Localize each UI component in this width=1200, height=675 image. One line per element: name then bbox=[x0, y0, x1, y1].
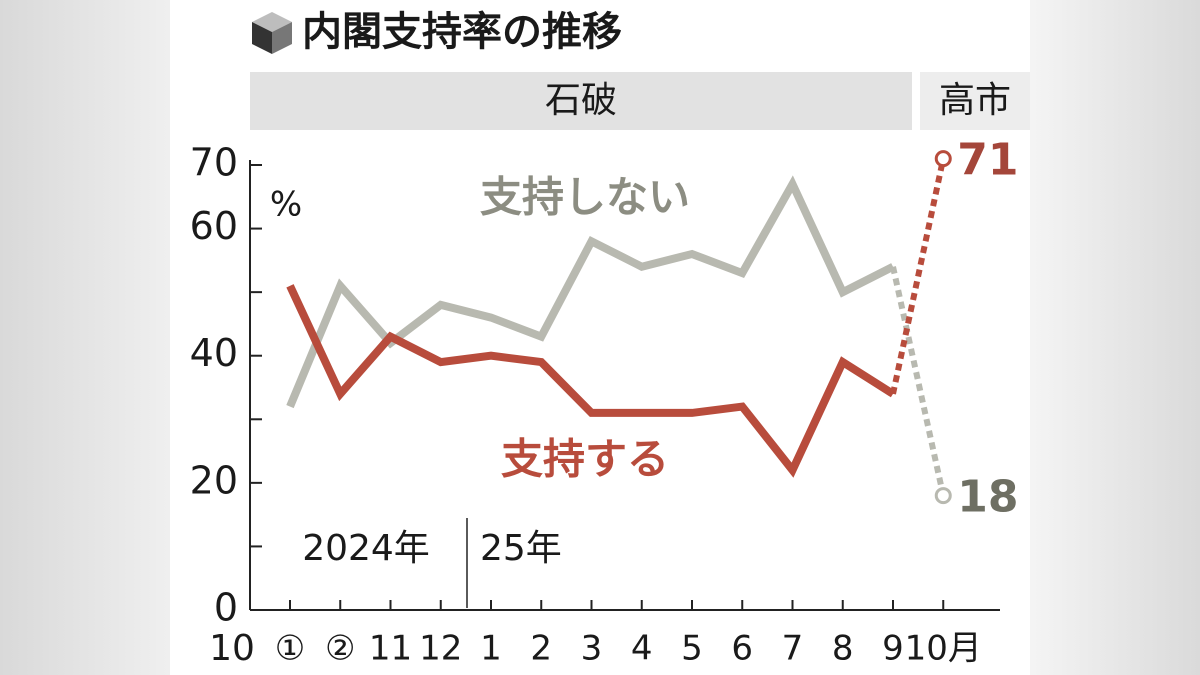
x-tick-label: 7 bbox=[782, 629, 804, 669]
end-marker bbox=[934, 150, 952, 168]
end-marker bbox=[934, 487, 952, 505]
x-tick-label: 6 bbox=[731, 629, 753, 669]
year-label: 2024年 bbox=[302, 528, 430, 569]
x-tick-label: 4 bbox=[631, 629, 653, 669]
x-tick-label: 5 bbox=[681, 629, 703, 669]
period-label: 石破 bbox=[545, 80, 617, 121]
x-tick-label: 12 bbox=[419, 629, 462, 669]
series-name: 支持しない bbox=[480, 173, 690, 222]
x-tick-label: 10月 bbox=[905, 629, 982, 669]
x-tick-label: 3 bbox=[581, 629, 603, 669]
x-tick-label: 9 bbox=[882, 629, 904, 669]
year-label: 25年 bbox=[480, 528, 562, 569]
end-value-label: 18 bbox=[957, 472, 1018, 523]
unit-label: % bbox=[270, 185, 302, 225]
period-label: 高市 bbox=[939, 80, 1011, 121]
series-line bbox=[286, 284, 896, 478]
x-tick-label: 11 bbox=[369, 629, 412, 669]
y-tick-label: 40 bbox=[190, 331, 238, 375]
cube-icon bbox=[252, 12, 292, 54]
y-tick-label: 70 bbox=[190, 141, 238, 185]
series-line bbox=[286, 175, 895, 409]
x-start-label: 10 bbox=[209, 628, 255, 669]
period-band bbox=[250, 72, 912, 130]
x-tick-label: 2 bbox=[530, 629, 552, 669]
y-tick-label: 0 bbox=[214, 586, 238, 630]
x-tick-label: ② bbox=[325, 629, 355, 669]
series-line-dashed bbox=[890, 266, 947, 497]
end-value-label: 71 bbox=[957, 135, 1018, 186]
y-tick-label: 20 bbox=[190, 458, 238, 502]
series-line-dashed bbox=[890, 158, 947, 395]
x-tick-label: 8 bbox=[832, 629, 854, 669]
x-tick-label: 1 bbox=[480, 629, 502, 669]
series-name: 支持する bbox=[501, 435, 669, 484]
chart-title: 内閣支持率の推移 bbox=[302, 9, 622, 55]
period-band bbox=[920, 72, 1030, 130]
y-tick-label: 60 bbox=[190, 204, 238, 248]
x-tick-label: ① bbox=[275, 629, 305, 669]
